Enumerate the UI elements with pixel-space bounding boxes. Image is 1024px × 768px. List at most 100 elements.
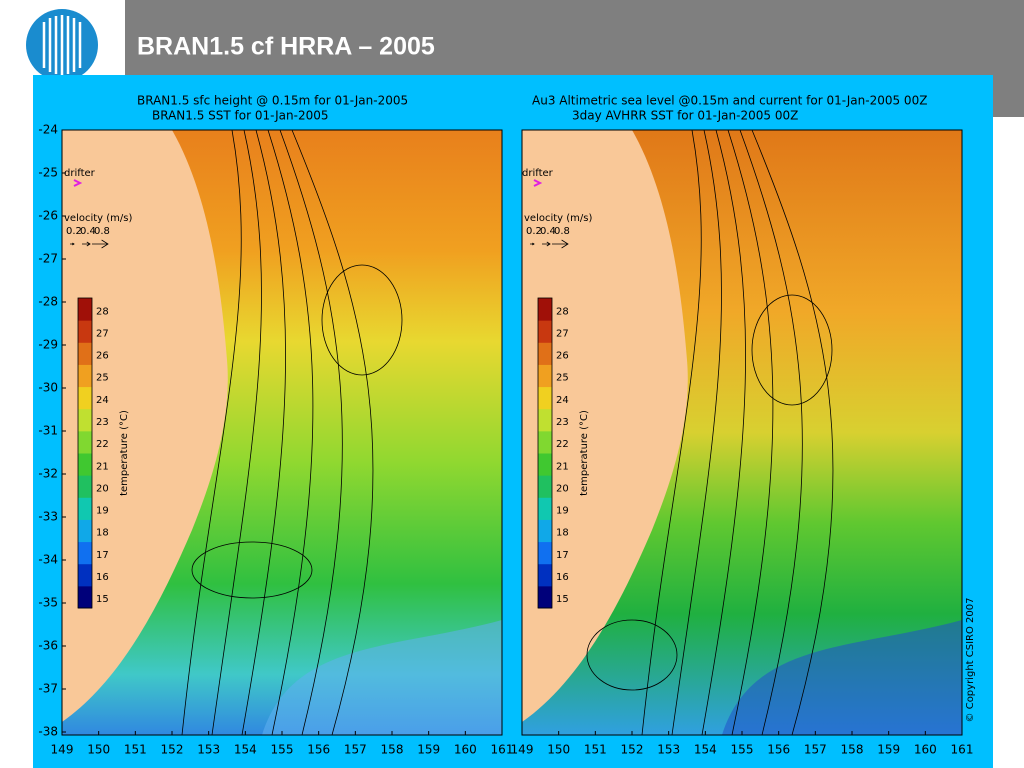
colorbar-cell — [538, 430, 552, 454]
colorbar-cell — [78, 497, 92, 520]
x-tick-label: 158 — [841, 743, 864, 757]
panel-title: BRAN1.5 sfc height @ 0.15m for 01-Jan-20… — [137, 94, 408, 108]
map-frame — [61, 129, 503, 736]
velocity-arrow — [82, 241, 91, 247]
velocity-arrow — [92, 239, 109, 249]
x-tick-label: 153 — [197, 743, 220, 757]
colorbar-cell — [538, 298, 552, 321]
x-tick-label: 159 — [877, 743, 900, 757]
contour — [739, 129, 803, 736]
x-tick-label: 149 — [511, 743, 534, 757]
slide-title: BRAN1.5 cf HRRA – 2005 — [137, 33, 435, 61]
colorbar-tick-label: 22 — [96, 439, 109, 450]
colorbar-cell — [78, 408, 92, 432]
x-tick-label: 160 — [914, 743, 937, 757]
x-tick-label: 161 — [491, 743, 514, 757]
panel-title: Au3 Altimetric sea level @0.15m and curr… — [532, 94, 927, 108]
x-tick-label: 150 — [547, 743, 570, 757]
y-tick-label: -35 — [38, 596, 58, 610]
cool-water — [262, 620, 502, 735]
colorbar-tick-label: 19 — [96, 506, 109, 517]
eddy-contour — [191, 541, 313, 599]
colorbar-cell — [538, 585, 552, 609]
colorbar-cell — [78, 519, 92, 543]
colorbar-cell — [538, 541, 552, 565]
contour — [211, 129, 262, 736]
colorbar-tick-label: 21 — [556, 461, 569, 472]
x-tick-label: 153 — [657, 743, 680, 757]
colorbar-tick-label: 23 — [96, 417, 109, 428]
copyright: © Copyright CSIRO 2007 — [965, 598, 976, 723]
colorbar-tick-label: 15 — [556, 594, 569, 605]
drifter-label: drifter — [522, 168, 554, 179]
colorbar-tick-label: 25 — [96, 373, 109, 384]
velocity-legend-value: 0.2 — [66, 226, 82, 237]
colorbar-tick-label: 16 — [556, 572, 569, 583]
colorbar-cell — [538, 342, 552, 365]
colorbar-cell — [78, 453, 92, 476]
contour — [279, 129, 343, 736]
y-tick-label: -34 — [38, 553, 58, 567]
velocity-legend-value: 0.4 — [80, 226, 96, 237]
colorbar-frame — [537, 297, 553, 609]
x-tick-label: 156 — [767, 743, 790, 757]
velocity-legend-value: 0.2 — [526, 226, 542, 237]
colorbar-tick-label: 26 — [96, 351, 109, 362]
x-tick-label: 161 — [951, 743, 974, 757]
colorbar-cell — [78, 430, 92, 454]
colorbar-tick-label: 28 — [96, 306, 109, 317]
land — [62, 130, 228, 722]
map-panel: BRAN1.5 sfc height @ 0.15m for 01-Jan-20… — [38, 94, 513, 757]
colorbar-cell — [538, 408, 552, 432]
colorbar-tick-label: 24 — [96, 395, 109, 406]
colorbar-tick-label: 27 — [96, 328, 109, 339]
colorbar-cell — [78, 475, 92, 498]
velocity-legend-value: 0.4 — [540, 226, 556, 237]
contour — [291, 129, 374, 736]
y-tick-label: -33 — [38, 510, 58, 524]
colorbar-cell — [78, 585, 92, 609]
drifter-marker — [73, 179, 83, 187]
colorbar-cell — [538, 519, 552, 543]
colorbar-tick-label: 21 — [96, 461, 109, 472]
y-tick-label: -29 — [38, 338, 58, 352]
colorbar-cell — [78, 298, 92, 321]
panel-title: 3day AVHRR SST for 01-Jan-2005 00Z — [572, 109, 798, 123]
velocity-legend-value: 0.8 — [94, 226, 110, 237]
y-tick-label: -37 — [38, 682, 58, 696]
x-tick-label: 150 — [87, 743, 110, 757]
x-tick-label: 154 — [234, 743, 257, 757]
y-tick-label: -31 — [38, 424, 58, 438]
contour — [671, 129, 722, 736]
colorbar-tick-label: 24 — [556, 395, 569, 406]
contour — [267, 129, 314, 736]
y-tick-label: -26 — [38, 209, 58, 223]
velocity-arrow — [70, 242, 75, 246]
colorbar-tick-label: 26 — [556, 351, 569, 362]
colorbar-tick-label: 27 — [556, 328, 569, 339]
y-tick-label: -30 — [38, 381, 58, 395]
colorbar-tick-label: 17 — [556, 550, 569, 561]
velocity-legend-title: velocity (m/s) — [524, 213, 592, 224]
colorbar-cell — [538, 497, 552, 520]
colorbar-tick-label: 20 — [556, 483, 569, 494]
colorbar-cell — [538, 320, 552, 343]
x-tick-label: 157 — [804, 743, 827, 757]
x-tick-label: 159 — [417, 743, 440, 757]
colorbar-tick-label: 19 — [556, 506, 569, 517]
x-tick-label: 156 — [307, 743, 330, 757]
contour — [181, 129, 242, 736]
velocity-arrow — [542, 241, 551, 247]
x-tick-label: 158 — [381, 743, 404, 757]
x-tick-label: 155 — [271, 743, 294, 757]
colorbar-tick-label: 28 — [556, 306, 569, 317]
cool-water — [722, 620, 962, 735]
y-tick-label: -24 — [38, 123, 58, 137]
logo — [26, 9, 98, 81]
colorbar-frame — [77, 297, 93, 609]
land — [522, 130, 688, 722]
colorbar-cell — [538, 453, 552, 476]
colorbar-cell — [538, 475, 552, 498]
eddy-contour — [751, 294, 833, 406]
